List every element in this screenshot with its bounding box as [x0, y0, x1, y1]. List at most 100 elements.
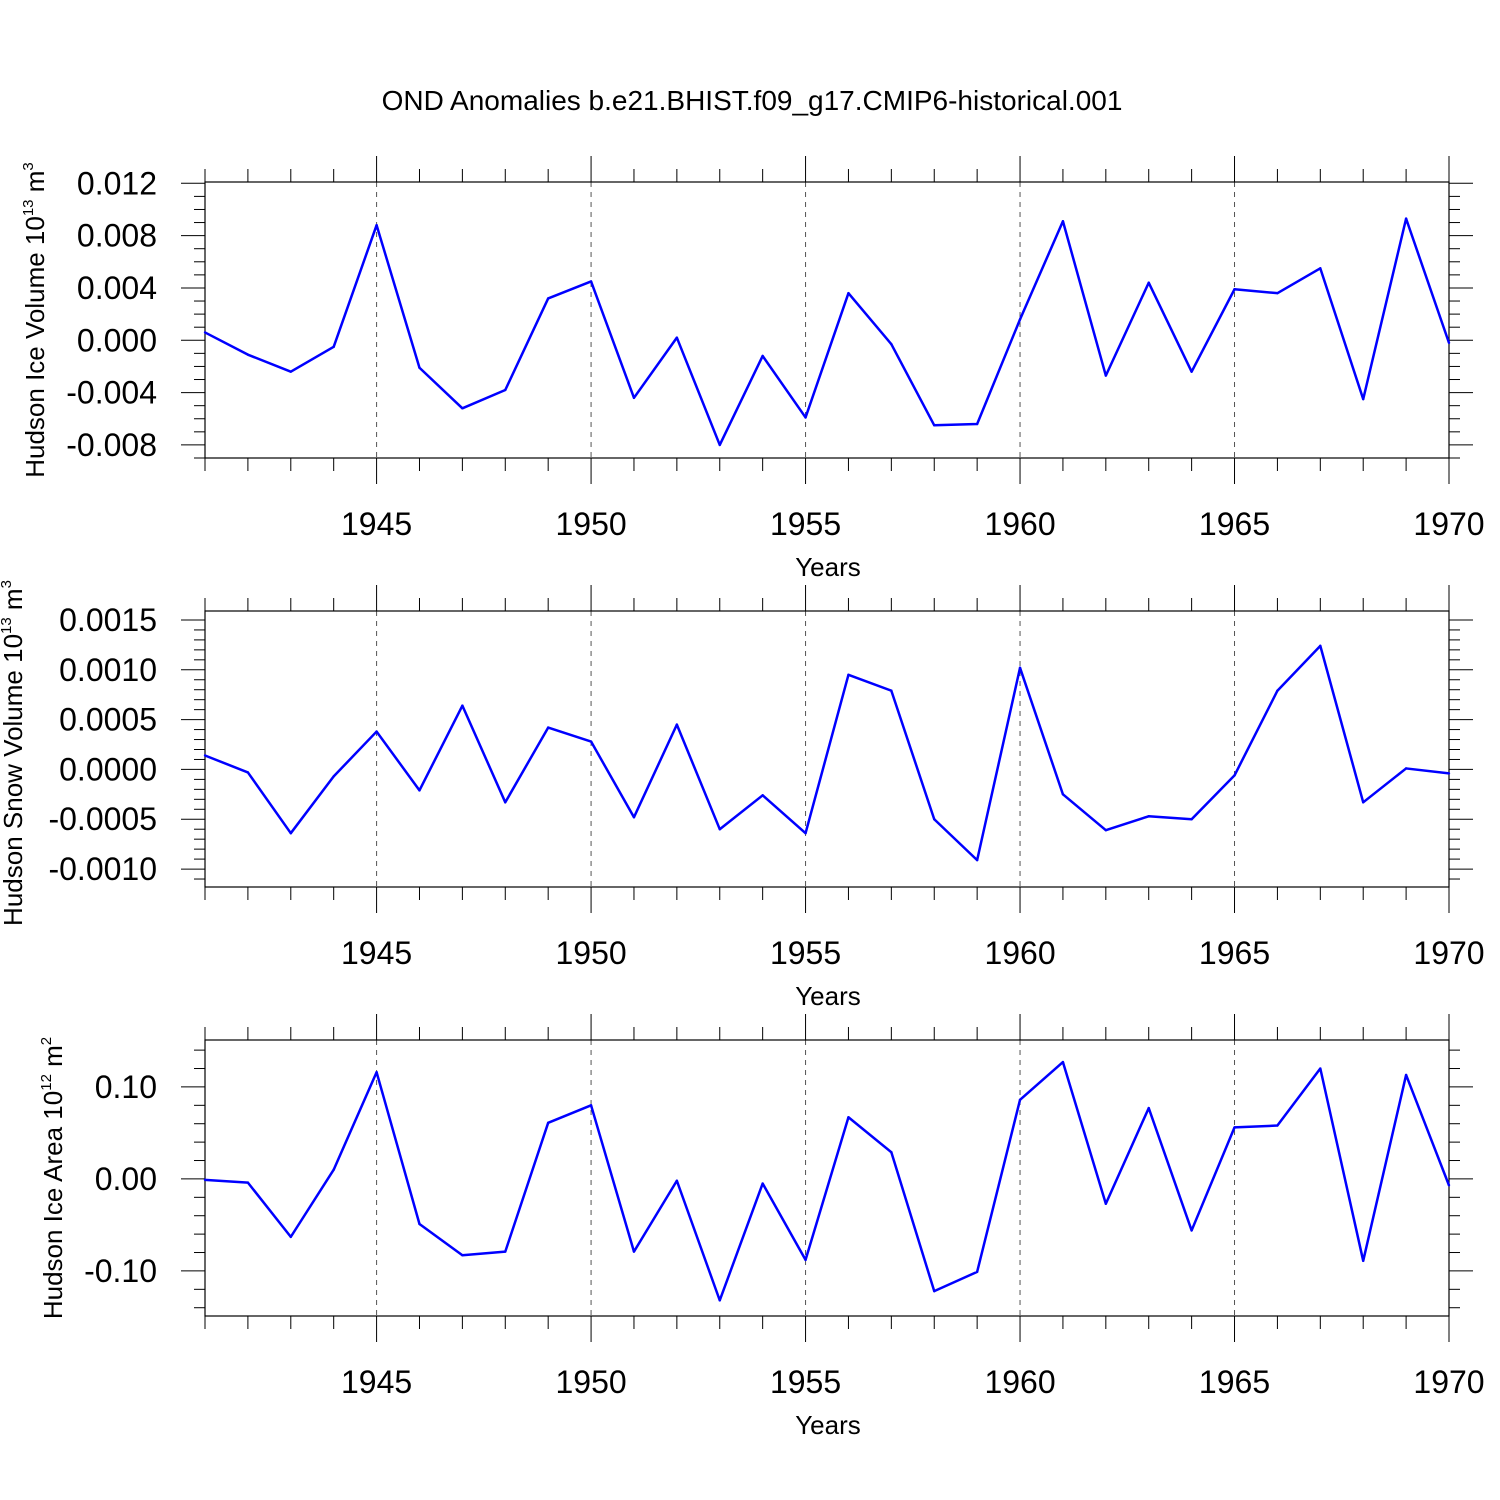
data-point	[1061, 220, 1065, 223]
data-point	[375, 1071, 378, 1074]
y-tick-label: 0.0005	[59, 702, 157, 738]
data-point	[504, 1250, 507, 1253]
data-point	[718, 443, 721, 447]
data-point	[461, 407, 464, 410]
x-tick-label: 1955	[770, 506, 841, 542]
y-tick-label: -0.008	[66, 427, 157, 463]
data-point	[1233, 288, 1236, 291]
series-line	[204, 644, 1450, 862]
data-point	[1447, 341, 1451, 345]
data-point	[1061, 1060, 1065, 1064]
data-point	[1447, 772, 1451, 775]
x-tick-label: 1945	[341, 1364, 412, 1400]
x-tick-label: 1965	[1199, 935, 1270, 971]
x-tick-label: 1960	[984, 506, 1055, 542]
data-point	[933, 424, 936, 427]
data-point	[933, 818, 936, 821]
y-tick-label: 0.0010	[59, 652, 157, 688]
y-tick-label: 0.004	[77, 270, 157, 306]
data-point	[1190, 818, 1193, 821]
y-tick-label: 0.000	[77, 322, 157, 358]
data-point	[761, 354, 764, 358]
data-point	[890, 689, 893, 692]
data-point	[461, 704, 464, 707]
data-point	[1018, 1098, 1022, 1102]
y-tick-label: 0.0000	[59, 751, 157, 787]
data-point	[632, 396, 636, 400]
data-point	[1404, 217, 1408, 220]
panel-1: 0.012 0.008 0.004 0.000 -0.004 -0.008 1945 1950…	[20, 156, 1485, 582]
data-point	[289, 831, 292, 835]
x-axis-label: Years	[795, 1410, 861, 1440]
data-point	[1362, 801, 1365, 804]
x-tick-label: 1970	[1413, 935, 1484, 971]
data-point	[1104, 829, 1108, 832]
y-tick-label: -0.10	[84, 1253, 157, 1289]
data-point	[1319, 644, 1322, 648]
data-point	[975, 858, 979, 862]
data-point	[1104, 374, 1108, 377]
data-point	[1276, 1124, 1279, 1127]
plot-frame	[204, 610, 1450, 888]
data-point	[289, 1235, 292, 1239]
panels: 0.012 0.008 0.004 0.000 -0.004 -0.008 1945 1950…	[0, 156, 1485, 1440]
x-tick-label: 1945	[341, 935, 412, 971]
y-tick-label: 0.012	[77, 165, 157, 201]
x-tick-label: 1965	[1199, 1364, 1270, 1400]
data-point	[632, 1250, 636, 1253]
y-tick-label: -0.0010	[48, 851, 157, 887]
x-axis-label: Years	[795, 552, 861, 582]
data-point	[847, 291, 850, 295]
data-point	[1190, 370, 1193, 373]
data-point	[246, 771, 250, 774]
data-point	[847, 673, 850, 676]
data-point	[546, 1121, 550, 1125]
data-point	[289, 370, 292, 373]
data-point	[890, 342, 893, 346]
data-point	[375, 223, 378, 227]
data-point	[675, 1179, 679, 1182]
data-point	[1018, 318, 1022, 321]
x-tick-label: 1950	[555, 506, 626, 542]
y-tick-label: 0.0015	[59, 602, 157, 638]
y-tick-label: 0.008	[77, 218, 157, 254]
data-point	[1362, 1259, 1365, 1263]
data-point	[589, 280, 593, 283]
data-point	[804, 831, 807, 835]
data-point	[1404, 1073, 1408, 1077]
data-point	[589, 1104, 593, 1107]
data-point	[804, 416, 807, 419]
x-axis-label: Years	[795, 981, 861, 1011]
data-point	[933, 1289, 936, 1293]
y-axis-label: Hudson Ice Area 1012 m2	[38, 1037, 68, 1319]
data-point	[418, 366, 421, 369]
x-tick-label: 1970	[1413, 1364, 1484, 1400]
plot-frame	[204, 181, 1450, 459]
data-point	[975, 1270, 979, 1274]
data-point	[1276, 291, 1279, 295]
data-point	[246, 1181, 250, 1184]
data-point	[761, 794, 764, 797]
data-point	[1447, 1184, 1451, 1187]
data-point	[203, 331, 207, 334]
data-point	[675, 723, 679, 726]
data-point	[1104, 1202, 1108, 1205]
data-point	[332, 345, 335, 349]
data-point	[1404, 767, 1408, 770]
data-point	[1319, 1067, 1322, 1070]
data-point	[1233, 774, 1236, 777]
data-point	[761, 1182, 764, 1185]
data-point	[332, 1168, 335, 1171]
data-point	[546, 297, 550, 300]
x-tick-label: 1955	[770, 935, 841, 971]
data-point	[1147, 1106, 1150, 1110]
panel-2: 0.0015 0.0010 0.0005 0.0000 -0.0005 -0.0010 19…	[0, 580, 1485, 1011]
data-point	[1061, 793, 1065, 796]
panel-3: 0.10 0.00 -0.10 1945 1950 1955 1960 1965 1970 Yea…	[38, 1014, 1485, 1440]
x-tick-label: 1960	[984, 1364, 1055, 1400]
data-point	[246, 353, 250, 356]
x-tick-label: 1970	[1413, 506, 1484, 542]
data-point	[1190, 1229, 1193, 1232]
data-point	[1362, 397, 1365, 401]
